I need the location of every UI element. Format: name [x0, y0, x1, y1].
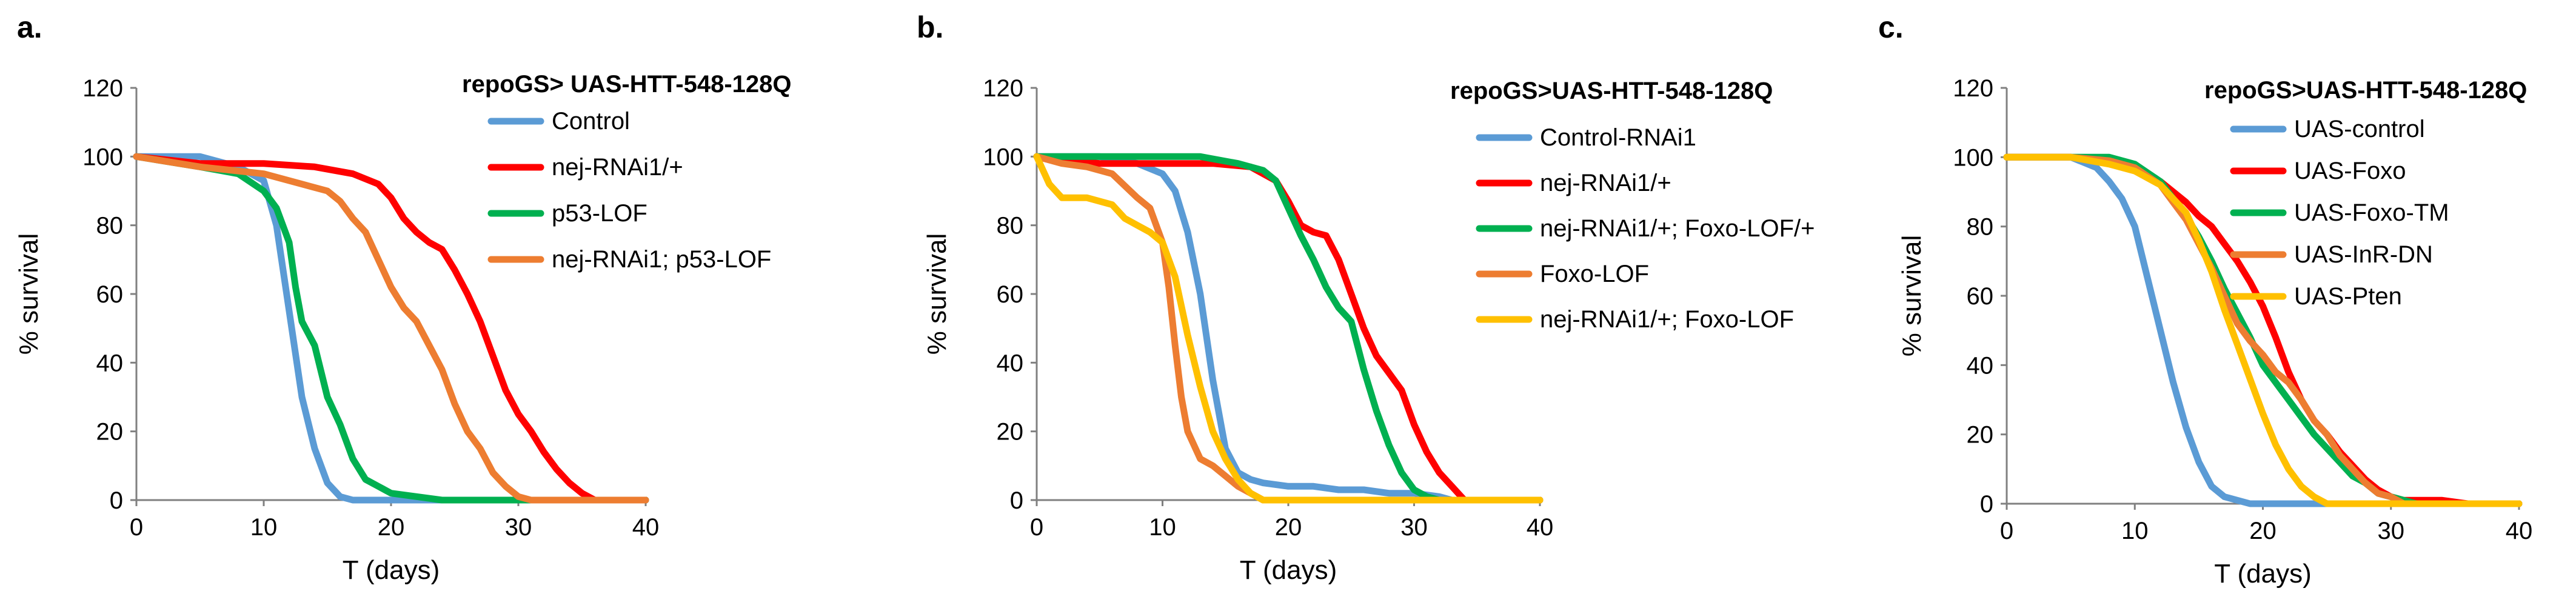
y-tick-label: 120 — [1953, 75, 1993, 102]
y-tick-label: 80 — [997, 213, 1024, 239]
series-line-1 — [133, 153, 649, 504]
legend-entry-label: UAS-InR-DN — [2294, 241, 2433, 268]
legend-entry-label: p53-LOF — [552, 200, 647, 227]
x-tick-label: 30 — [2378, 518, 2405, 544]
y-axis-title: % survival — [14, 233, 44, 355]
legend-title: repoGS>UAS-HTT-548-128Q — [1450, 78, 1773, 104]
legend-entry-label: UAS-Foxo — [2294, 158, 2406, 184]
x-tick-label: 0 — [1030, 514, 1043, 541]
y-tick-label: 0 — [1980, 491, 1993, 518]
panel-label: a. — [17, 10, 42, 44]
x-tick-label: 30 — [505, 514, 532, 541]
x-tick-label: 20 — [378, 514, 405, 541]
x-tick-label: 10 — [2121, 518, 2149, 544]
series-line-5 — [2003, 153, 2523, 507]
x-tick-label: 0 — [2000, 518, 2013, 544]
series-line-4 — [1033, 153, 1544, 504]
y-tick-label: 60 — [96, 281, 124, 308]
panel-c: c. 0 20 40 60 80 100 120 0 10 20 30 40 T (days) % surv… — [1878, 10, 2532, 589]
panel-b: b. 0 20 40 60 80 100 120 0 10 20 30 40 T (days) % surv… — [917, 10, 1815, 585]
x-tick-label: 10 — [1149, 514, 1176, 541]
legend-entry-label: nej-RNAi1; p53-LOF — [552, 246, 771, 273]
x-tick-label: 40 — [2506, 518, 2533, 544]
series-line-3 — [133, 153, 649, 504]
x-tick-label: 40 — [632, 514, 660, 541]
legend-entry-label: nej-RNAi1/+; Foxo-LOF/+ — [1540, 215, 1815, 242]
x-tick-label: 30 — [1400, 514, 1428, 541]
legend-title: repoGS>UAS-HTT-548-128Q — [2204, 77, 2527, 104]
y-tick-label: 40 — [997, 350, 1024, 376]
legend-entry-label: Control — [552, 108, 630, 135]
y-tick-label: 40 — [96, 350, 124, 376]
x-tick-label: 20 — [1275, 514, 1302, 541]
legend-title: repoGS> UAS-HTT-548-128Q — [462, 71, 792, 98]
y-tick-label: 20 — [96, 419, 124, 446]
series-line-1 — [1033, 153, 1544, 504]
panel-label: c. — [1878, 10, 1904, 44]
panel-a: a. 0 20 40 60 80 100 120 0 10 20 30 40 T (days) % surv… — [14, 10, 792, 585]
y-axis-title: % survival — [1897, 235, 1927, 357]
legend-entry-label: nej-RNAi1/+ — [1540, 170, 1671, 196]
x-axis-title: T (days) — [1240, 555, 1337, 585]
panel-label: b. — [917, 10, 943, 44]
y-tick-label: 20 — [997, 419, 1024, 446]
y-tick-label: 80 — [1967, 214, 1994, 241]
legend-entry-label: UAS-Pten — [2294, 283, 2402, 310]
legend-entry-label: UAS-control — [2294, 116, 2425, 142]
y-tick-label: 0 — [110, 487, 123, 514]
y-tick-label: 20 — [1967, 422, 1994, 449]
series-line-3 — [1033, 153, 1544, 504]
y-tick-label: 0 — [1010, 487, 1023, 514]
series-line-2 — [133, 153, 649, 504]
x-axis-title: T (days) — [2214, 559, 2312, 589]
y-tick-label: 120 — [983, 75, 1023, 102]
y-tick-label: 60 — [997, 281, 1024, 308]
legend-entry-label: nej-RNAi1/+ — [552, 154, 683, 181]
y-tick-label: 80 — [96, 213, 124, 239]
y-tick-label: 40 — [1967, 352, 1994, 379]
legend-entry-label: nej-RNAi1/+; Foxo-LOF — [1540, 306, 1794, 333]
y-tick-label: 60 — [1967, 283, 1994, 310]
y-tick-label: 100 — [1953, 144, 1993, 171]
y-tick-label: 100 — [983, 144, 1023, 170]
y-axis-title: % survival — [922, 233, 952, 355]
series-line-1 — [2003, 153, 2523, 507]
y-tick-label: 100 — [82, 144, 123, 170]
x-tick-label: 20 — [2249, 518, 2277, 544]
y-tick-label: 120 — [82, 75, 123, 102]
x-axis-title: T (days) — [343, 555, 440, 585]
series-line-5 — [1033, 153, 1544, 504]
x-tick-label: 0 — [130, 514, 143, 541]
legend-entry-label: Foxo-LOF — [1540, 261, 1649, 287]
legend-entry-label: Control-RNAi1 — [1540, 124, 1696, 151]
x-tick-label: 10 — [250, 514, 278, 541]
series-line-4 — [133, 153, 649, 504]
x-tick-label: 40 — [1527, 514, 1554, 541]
legend-entry-label: UAS-Foxo-TM — [2294, 199, 2449, 226]
